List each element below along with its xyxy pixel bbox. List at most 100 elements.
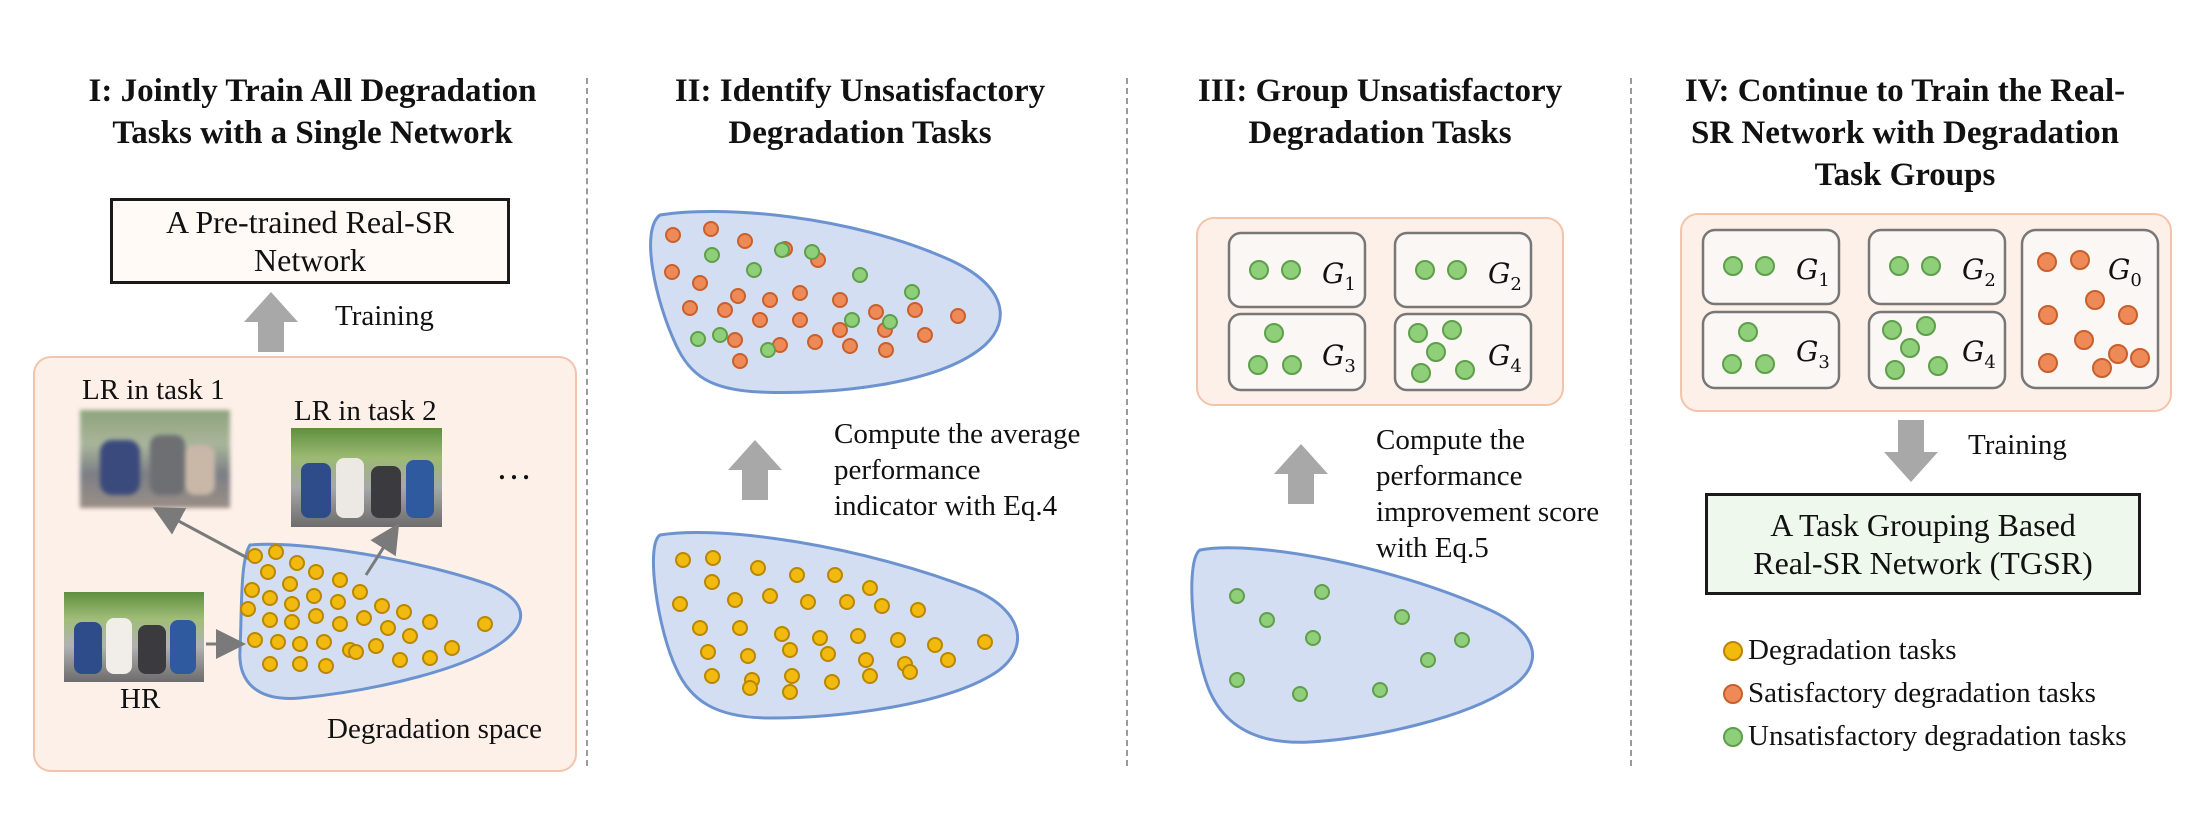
yellow-dot-p2-23 [782, 642, 798, 658]
yellow-dot-p1-0 [247, 548, 263, 564]
yellow-dot-p1-2 [289, 555, 305, 571]
yellow-dot-p1-31 [422, 650, 438, 666]
legend-dot-1 [1723, 684, 1743, 704]
yellow-dot-p2-17 [812, 630, 828, 646]
tgsr-line2: Real-SR Network (TGSR) [1753, 545, 2093, 581]
yellow-dot-p1-36 [318, 658, 334, 674]
mixed-dot-p2-25 [878, 342, 894, 358]
degradation-blob-2b [651, 530, 1020, 720]
yellow-dot-p2-0 [675, 552, 691, 568]
yellow-dot-p1-29 [368, 638, 384, 654]
yellow-dot-p2-12 [874, 598, 890, 614]
mixed-dot-p2-36 [882, 314, 898, 330]
mixed-dot-p2-33 [712, 327, 728, 343]
mixed-dot-p2-28 [746, 262, 762, 278]
yellow-dot-p2-32 [824, 674, 840, 690]
mixed-dot-p2-34 [760, 342, 776, 358]
yellow-dot-p2-28 [977, 634, 993, 650]
yellow-dot-p1-6 [282, 576, 298, 592]
yellow-dot-p2-7 [672, 596, 688, 612]
mixed-dot-p2-8 [762, 292, 778, 308]
yellow-dot-p1-32 [444, 640, 460, 656]
legend-label-unsatisfactory: Unsatisfactory degradation tasks [1748, 720, 2127, 752]
green-dot-p3-2 [1314, 584, 1330, 600]
yellow-dot-p2-6 [704, 574, 720, 590]
yellow-dot-p2-8 [727, 592, 743, 608]
group-label-p4-g0: G0 [2108, 253, 2142, 291]
yellow-dot-p2-35 [742, 680, 758, 696]
green-dot-g4-6 [1755, 354, 1775, 374]
yellow-dot-p2-4 [827, 567, 843, 583]
mixed-dot-p2-15 [752, 312, 768, 328]
mixed-dot-p2-10 [832, 292, 848, 308]
yellow-dot-p2-5 [862, 580, 878, 596]
green-dot-g3-11 [1455, 360, 1475, 380]
tgsr-network-box: A Task Grouping Based Real-SR Network (T… [1705, 493, 2141, 595]
ellipsis: … [496, 447, 532, 487]
step4-title-line2: SR Network with Degradation [1690, 115, 2120, 151]
green-dot-g4-9 [1900, 338, 1920, 358]
green-dot-p3-8 [1292, 686, 1308, 702]
mixed-dot-p2-12 [907, 302, 923, 318]
mixed-dot-p2-5 [664, 264, 680, 280]
yellow-dot-p1-34 [262, 656, 278, 672]
up-arrow-2 [728, 440, 782, 500]
mixed-dot-p2-11 [868, 304, 884, 320]
tgsr-line1: A Task Grouping Based [1770, 507, 2076, 543]
step4-title: IV: Continue to Train the Real- SR Netwo… [1640, 70, 2170, 196]
legend-label-degradation: Degradation tasks [1748, 634, 1957, 666]
group-label-p4-g4: G4 [1962, 335, 1996, 373]
orange-dot-g0-6 [2038, 353, 2058, 373]
yellow-dot-p1-3 [308, 564, 324, 580]
mixed-dot-p2-29 [774, 242, 790, 258]
yellow-dot-p2-3 [789, 567, 805, 583]
green-dot-p3-4 [1454, 632, 1470, 648]
yellow-dot-p1-15 [396, 604, 412, 620]
lr-task2-image [291, 428, 442, 527]
yellow-dot-p1-33 [477, 616, 493, 632]
orange-dot-g0-3 [2085, 290, 2105, 310]
compute-average-line1: Compute the average [834, 418, 1081, 450]
green-dot-g4-8 [1916, 316, 1936, 336]
group-label-p3-g1: G1 [1322, 257, 1356, 295]
step2-title: II: Identify Unsatisfactory Degradation … [600, 70, 1120, 154]
yellow-dot-p2-13 [910, 602, 926, 618]
yellow-dot-p2-9 [762, 588, 778, 604]
mixed-dot-p2-14 [717, 302, 733, 318]
yellow-dot-p1-27 [316, 634, 332, 650]
orange-dot-g0-8 [2092, 358, 2112, 378]
mixed-dot-p2-27 [704, 247, 720, 263]
down-arrow-4 [1884, 420, 1938, 482]
green-dot-p3-3 [1394, 609, 1410, 625]
yellow-dot-p2-14 [692, 620, 708, 636]
green-dot-p3-0 [1229, 588, 1245, 604]
mixed-dot-p2-0 [665, 227, 681, 243]
green-dot-g3-2 [1415, 260, 1435, 280]
mixed-dot-p2-7 [730, 288, 746, 304]
degradation-space-label: Degradation space [327, 713, 542, 745]
mixed-dot-p2-30 [804, 244, 820, 260]
arrow-to-lr2 [364, 522, 400, 576]
step4-title-line3: Task Groups [1814, 157, 1996, 193]
yellow-dot-p1-14 [374, 598, 390, 614]
mixed-dot-p2-24 [842, 338, 858, 354]
mixed-dot-p2-35 [844, 312, 860, 328]
separator-2 [1126, 78, 1128, 766]
green-dot-g3-1 [1281, 260, 1301, 280]
yellow-dot-p1-21 [380, 620, 396, 636]
green-dot-g4-7 [1882, 320, 1902, 340]
compute-average-line3: indicator with Eq.4 [834, 490, 1058, 522]
group-label-p3-g2: G2 [1488, 257, 1522, 295]
step3-title-line1: III: Group Unsatisfactory [1197, 73, 1563, 109]
compute-improvement-line4: with Eq.5 [1376, 532, 1489, 564]
yellow-dot-p2-33 [862, 668, 878, 684]
green-dot-g4-5 [1722, 354, 1742, 374]
green-dot-g3-3 [1447, 260, 1467, 280]
orange-dot-g0-4 [2118, 305, 2138, 325]
group-labels: G1 G2 G3 G4 G1 G2 G3 G4 G0 [1322, 253, 2142, 377]
group-label-p4-g2: G2 [1962, 253, 1996, 291]
mixed-dot-p2-1 [703, 221, 719, 237]
orange-dot-g0-9 [2130, 348, 2150, 368]
step4-title-line1: IV: Continue to Train the Real- [1684, 73, 2126, 109]
